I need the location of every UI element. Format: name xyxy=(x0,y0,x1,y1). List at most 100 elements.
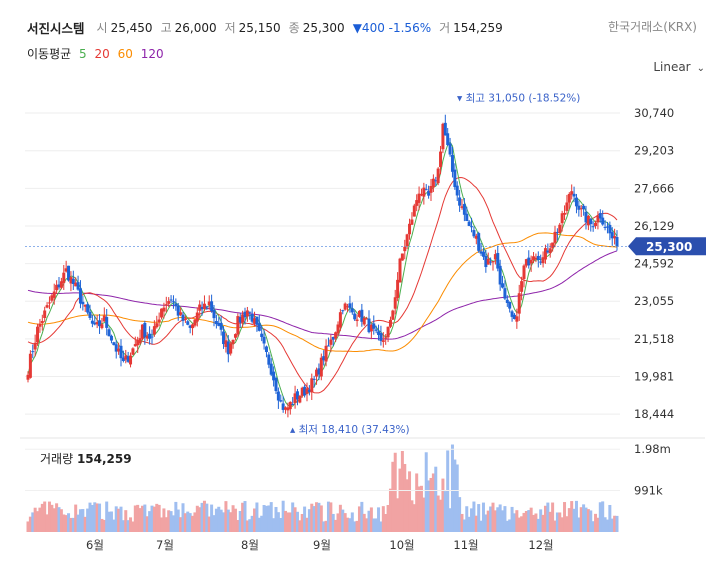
candle-body xyxy=(448,143,452,155)
candle-body xyxy=(472,230,476,237)
stock-name: 서진시스템 xyxy=(27,21,85,36)
volume-bar xyxy=(222,512,226,532)
volume-bar xyxy=(322,521,326,532)
volume-bar xyxy=(195,505,199,532)
volume-bar xyxy=(105,501,109,532)
candle-body xyxy=(305,388,309,394)
candle-body xyxy=(481,251,485,257)
volume-bar xyxy=(601,501,605,532)
volume-bar xyxy=(524,510,528,532)
candle-body xyxy=(138,338,142,344)
candle-body xyxy=(572,193,576,197)
candle-body xyxy=(508,301,512,309)
candle-body xyxy=(393,297,397,309)
volume-bar xyxy=(69,517,73,532)
volume-bar xyxy=(458,497,462,532)
volume-bar xyxy=(450,444,454,532)
candle-body xyxy=(443,122,447,136)
volume-bar xyxy=(243,501,247,532)
candle-body xyxy=(336,324,340,334)
ma-5[interactable]: 5 xyxy=(79,47,87,61)
ma-120[interactable]: 120 xyxy=(140,47,164,61)
volume-bar xyxy=(250,515,254,532)
candle-body xyxy=(293,393,297,403)
volume-bar xyxy=(415,473,419,532)
volume-bar xyxy=(241,502,245,532)
exchange-label: 한국거래소(KRX) xyxy=(608,20,697,34)
volume-bar xyxy=(412,504,416,532)
volume-bar xyxy=(226,509,230,532)
candle-body xyxy=(57,284,61,288)
volume-bar xyxy=(365,518,369,532)
candle-body xyxy=(38,323,42,327)
candle-body xyxy=(226,341,230,355)
volume-bar xyxy=(174,501,178,532)
candle-body xyxy=(267,354,271,365)
candle-body xyxy=(520,281,524,292)
candle-body xyxy=(195,312,199,322)
volume-bar xyxy=(577,517,581,532)
candle-body xyxy=(553,231,557,243)
candle-body xyxy=(219,322,223,330)
volume-bar xyxy=(329,502,333,532)
volume-bar xyxy=(582,504,586,532)
candle-body xyxy=(286,407,290,411)
price-tick-label: 23,055 xyxy=(634,294,674,308)
x-tick-label: 10월 xyxy=(389,538,414,552)
candle-body xyxy=(357,310,361,317)
volume-bar xyxy=(491,502,495,532)
price-tick-label: 19,981 xyxy=(634,369,674,383)
candle-body xyxy=(133,344,137,347)
volume-bar xyxy=(334,519,338,532)
candle-body xyxy=(307,389,311,392)
candle-body xyxy=(491,261,495,263)
candle-body xyxy=(131,348,135,355)
candle-body xyxy=(594,222,598,227)
candle-body xyxy=(248,311,252,313)
candle-body xyxy=(613,236,617,239)
volume-bar xyxy=(417,486,421,532)
volume-bar xyxy=(427,480,431,532)
candle-body xyxy=(446,133,450,145)
volume-bar xyxy=(303,506,307,532)
ma-60[interactable]: 60 xyxy=(117,47,133,61)
volume-bar xyxy=(388,488,392,532)
candle-body xyxy=(329,339,333,345)
volume-bar xyxy=(255,502,259,532)
candle-body xyxy=(515,316,519,322)
volume-bar xyxy=(107,511,111,532)
candle-body xyxy=(126,356,130,362)
candle-body xyxy=(338,312,342,328)
candle-body xyxy=(517,293,521,314)
volume-bar xyxy=(136,504,140,532)
volume-bar xyxy=(529,507,533,532)
volume-bar xyxy=(78,509,82,532)
volume-bar xyxy=(539,509,543,532)
candle-body xyxy=(28,353,32,378)
ma-20[interactable]: 20 xyxy=(94,47,110,61)
volume-bar xyxy=(532,514,536,532)
volume-bar xyxy=(610,518,614,532)
candle-body xyxy=(76,282,80,290)
quote-header: 서진시스템 시 25,450 고 26,000 저 25,150 종 25,30… xyxy=(27,18,511,37)
volume-bar xyxy=(71,517,75,532)
candle-body xyxy=(64,268,68,272)
candle-body xyxy=(493,254,497,260)
candle-body xyxy=(470,226,474,228)
volume-bar xyxy=(448,508,452,532)
scale-selector[interactable]: Linear ⌄ xyxy=(653,60,705,74)
volume-bar xyxy=(114,506,118,532)
volume-bar xyxy=(546,502,550,532)
candle-body xyxy=(501,283,505,288)
candle-body xyxy=(233,334,237,338)
volume-bar xyxy=(484,514,488,532)
volume-bar xyxy=(117,508,121,532)
volume-bar xyxy=(33,507,37,532)
volume-bar xyxy=(43,501,47,532)
candle-body xyxy=(424,189,428,191)
price-tick-label: 30,740 xyxy=(634,106,674,120)
candle-body xyxy=(317,368,321,375)
candle-body xyxy=(31,351,35,353)
candle-body xyxy=(298,395,302,403)
